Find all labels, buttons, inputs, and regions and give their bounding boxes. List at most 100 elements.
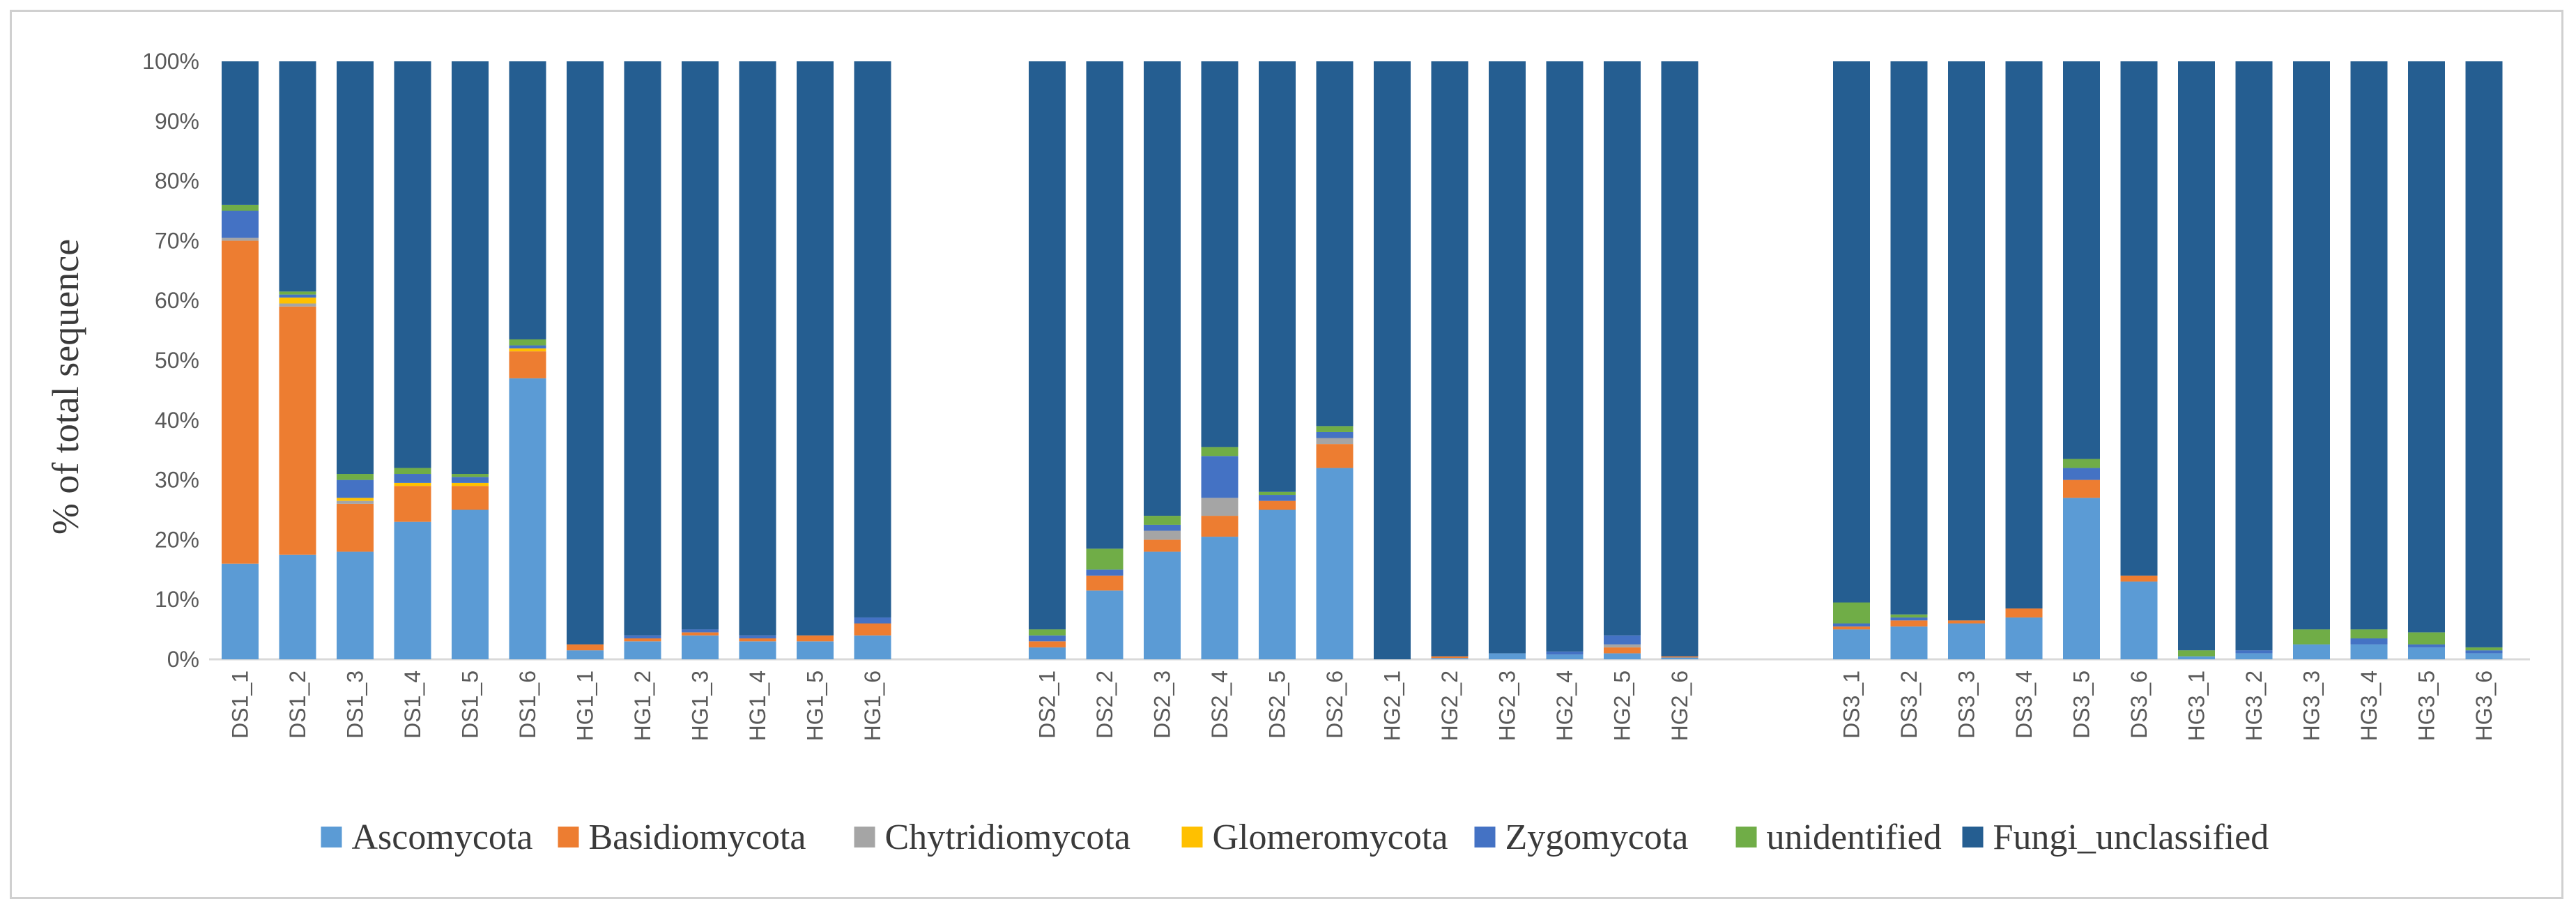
bar-segment bbox=[1431, 61, 1469, 657]
y-tick-label: 60% bbox=[155, 288, 199, 313]
y-tick-label: 30% bbox=[155, 468, 199, 493]
bar-segment bbox=[1259, 491, 1296, 496]
bar-segment bbox=[1890, 617, 1928, 621]
legend-item: unidentified bbox=[1735, 818, 1942, 857]
bar-segment bbox=[279, 294, 316, 298]
bar-segment bbox=[1316, 431, 1354, 438]
bar-segment bbox=[739, 61, 776, 636]
y-tick-label: 0% bbox=[167, 647, 199, 672]
bar-segment bbox=[682, 635, 719, 659]
x-tick-label: HG2_1 bbox=[1380, 670, 1405, 741]
legend-label: Fungi_unclassified bbox=[1993, 818, 2269, 857]
legend-label: Basidiomycota bbox=[589, 818, 806, 857]
bar-segment bbox=[2235, 650, 2273, 654]
x-tick-label: DS3_6 bbox=[2126, 670, 2152, 739]
bar-segment bbox=[2293, 61, 2330, 630]
bar-segment bbox=[2063, 479, 2100, 498]
x-tick-label: HG1_4 bbox=[745, 670, 770, 741]
x-tick-label: HG1_1 bbox=[573, 670, 598, 741]
x-tick-label: HG2_4 bbox=[1552, 670, 1577, 741]
x-tick-label: DS3_2 bbox=[1896, 670, 1922, 739]
bar-segment bbox=[394, 61, 431, 468]
x-tick-label: DS1_4 bbox=[400, 670, 425, 739]
bar-segment bbox=[1546, 651, 1584, 655]
legend-item: Glomeromycota bbox=[1181, 818, 1448, 857]
bar-segment bbox=[1086, 569, 1124, 576]
bar-segment bbox=[2465, 653, 2503, 659]
bar-segment bbox=[2063, 498, 2100, 659]
bar-segment bbox=[337, 61, 374, 475]
legend-swatch bbox=[1735, 827, 1757, 847]
y-tick-label: 100% bbox=[142, 49, 199, 74]
bar-segment bbox=[739, 638, 776, 642]
bar-segment bbox=[1201, 447, 1239, 456]
bars-layer bbox=[222, 61, 2503, 659]
x-tick-label: DS1_3 bbox=[343, 670, 368, 739]
x-tick-label: DS1_5 bbox=[458, 670, 483, 739]
bar-segment bbox=[1833, 602, 1870, 624]
bar-segment bbox=[2408, 644, 2445, 647]
bar-segment bbox=[2005, 608, 2043, 617]
bar-segment bbox=[2465, 650, 2503, 654]
bar-segment bbox=[1086, 548, 1124, 570]
bar-segment bbox=[222, 240, 259, 564]
bar-segment bbox=[1201, 456, 1239, 498]
legend-item: Basidiomycota bbox=[558, 818, 806, 857]
x-tick-label: DS2_1 bbox=[1035, 670, 1060, 739]
bar-segment bbox=[2235, 61, 2273, 651]
bar-segment bbox=[739, 641, 776, 659]
bar-segment bbox=[1144, 524, 1181, 531]
bar-segment bbox=[1201, 61, 1239, 447]
y-tick-label: 10% bbox=[155, 587, 199, 612]
bar-segment bbox=[1890, 61, 1928, 615]
bar-segment bbox=[682, 632, 719, 636]
x-tick-label: DS2_3 bbox=[1150, 670, 1175, 739]
x-tick-label: DS2_6 bbox=[1322, 670, 1347, 739]
legend-swatch bbox=[1962, 827, 1984, 847]
bar-segment bbox=[1201, 516, 1239, 537]
bar-segment bbox=[1029, 61, 1066, 630]
bar-segment bbox=[624, 638, 661, 642]
bar-segment bbox=[222, 204, 259, 211]
bar-segment bbox=[509, 351, 546, 378]
legend-label: Glomeromycota bbox=[1213, 818, 1448, 857]
bar-segment bbox=[1604, 61, 1641, 636]
x-tick-label: HG3_4 bbox=[2356, 670, 2382, 741]
bar-segment bbox=[222, 61, 259, 205]
bar-segment bbox=[2005, 617, 2043, 659]
legend-label: Chytridiomycota bbox=[885, 818, 1130, 857]
bar-segment bbox=[1316, 438, 1354, 445]
y-axis-label: % of total sequence bbox=[45, 239, 86, 535]
bar-segment bbox=[452, 509, 489, 659]
x-tick-label: HG2_6 bbox=[1667, 670, 1692, 741]
bar-segment bbox=[1948, 61, 1985, 621]
bar-segment bbox=[2350, 629, 2388, 638]
bar-segment bbox=[624, 641, 661, 659]
bar-segment bbox=[279, 554, 316, 659]
bar-segment bbox=[1661, 657, 1699, 659]
legend-label: Zygomycota bbox=[1505, 818, 1689, 857]
legend-swatch bbox=[1181, 827, 1203, 847]
bar-segment bbox=[1948, 623, 1985, 659]
x-tick-label: DS2_4 bbox=[1207, 670, 1232, 739]
bar-segment bbox=[2293, 644, 2330, 659]
bar-segment bbox=[509, 345, 546, 348]
bar-segment bbox=[279, 297, 316, 304]
legend-swatch bbox=[854, 827, 875, 847]
bar-segment bbox=[1144, 61, 1181, 516]
bar-segment bbox=[682, 629, 719, 633]
x-tick-label: DS1_2 bbox=[285, 670, 310, 739]
bar-segment bbox=[452, 486, 489, 510]
bar-segment bbox=[1890, 614, 1928, 617]
legend-swatch bbox=[558, 827, 579, 847]
legend-item: Zygomycota bbox=[1474, 818, 1689, 857]
bar-segment bbox=[1316, 426, 1354, 432]
bar-segment bbox=[1546, 61, 1584, 652]
x-tick-label: HG3_3 bbox=[2299, 670, 2324, 741]
bar-segment bbox=[1948, 620, 1985, 624]
bar-segment bbox=[1316, 61, 1354, 427]
x-tick-label: DS2_5 bbox=[1265, 670, 1290, 739]
x-tick-label: HG1_5 bbox=[803, 670, 828, 741]
bar-segment bbox=[1086, 590, 1124, 659]
